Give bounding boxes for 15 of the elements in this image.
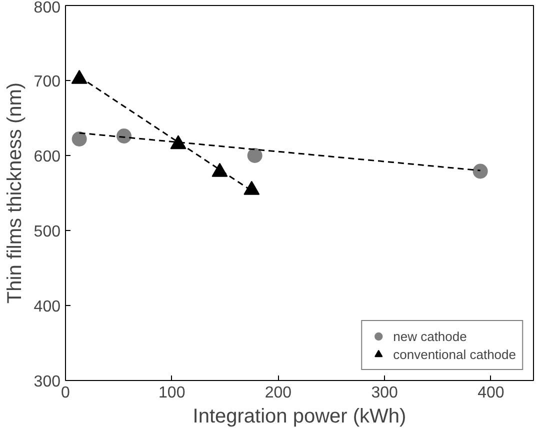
x-tick-label: 0 [61,384,70,402]
legend-label: new cathode [393,328,467,345]
y-tick-label: 300 [34,374,61,390]
x-tick-label: 400 [478,384,504,402]
x-axis-title: Integration power (kWh) [192,406,406,428]
x-tick-label: 100 [158,384,186,402]
y-tick-label: 400 [34,298,61,316]
legend-label: conventional cathode [393,346,516,363]
y-tick-label: 700 [34,74,61,90]
x-tick-label: 200 [264,384,292,402]
y-tick-label: 600 [34,148,61,166]
y-axis-title: Thin films thickness (nm) [4,82,26,304]
y-tick-label: 500 [34,224,61,240]
y-tick-label: 800 [34,0,61,16]
x-tick-label: 300 [371,384,398,402]
